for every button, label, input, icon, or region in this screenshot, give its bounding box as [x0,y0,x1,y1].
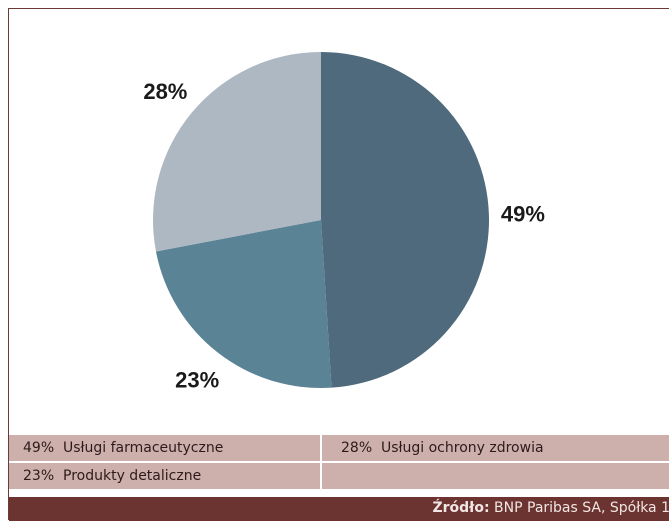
legend: 49% Usługi farmaceutyczne 28% Usługi ochro… [9,435,669,495]
slice-value-label: 28% [143,79,187,104]
legend-divider [320,463,322,489]
source-value: BNP Paribas SA, Spółka 1 [494,500,669,516]
legend-row: 23% Produkty detaliczne [9,463,669,489]
legend-divider [320,435,322,461]
legend-item: 49% Usługi farmaceutyczne [23,435,223,461]
legend-item-pct: 49% [23,440,55,456]
pie-chart: 49% 23% 28% [143,52,545,393]
source-text: Źródło: BNP Paribas SA, Spółka 1 [432,500,669,516]
pie-slice [155,220,332,388]
slice-value-label: 23% [175,368,219,393]
source-label: Źródło: [432,500,490,516]
source-footer: Źródło: BNP Paribas SA, Spółka 1 [9,497,669,521]
slice-value-label: 49% [501,202,545,227]
legend-item: 28% Usługi ochrony zdrowia [341,435,544,461]
legend-item-label: Produkty detaliczne [63,468,202,484]
legend-item-label: Usługi ochrony zdrowia [381,440,544,456]
legend-row: 49% Usługi farmaceutyczne 28% Usługi ochro… [9,435,669,461]
chart-frame: 49% 23% 28% 49% Usługi farmaceutyczne 28% Us… [8,8,669,521]
pie-slice [321,52,490,388]
legend-item-pct: 23% [23,468,55,484]
legend-item: 23% Produkty detaliczne [23,463,201,489]
legend-item-pct: 28% [341,440,373,456]
legend-item-label: Usługi farmaceutyczne [63,440,224,456]
pie-slice [152,52,321,252]
